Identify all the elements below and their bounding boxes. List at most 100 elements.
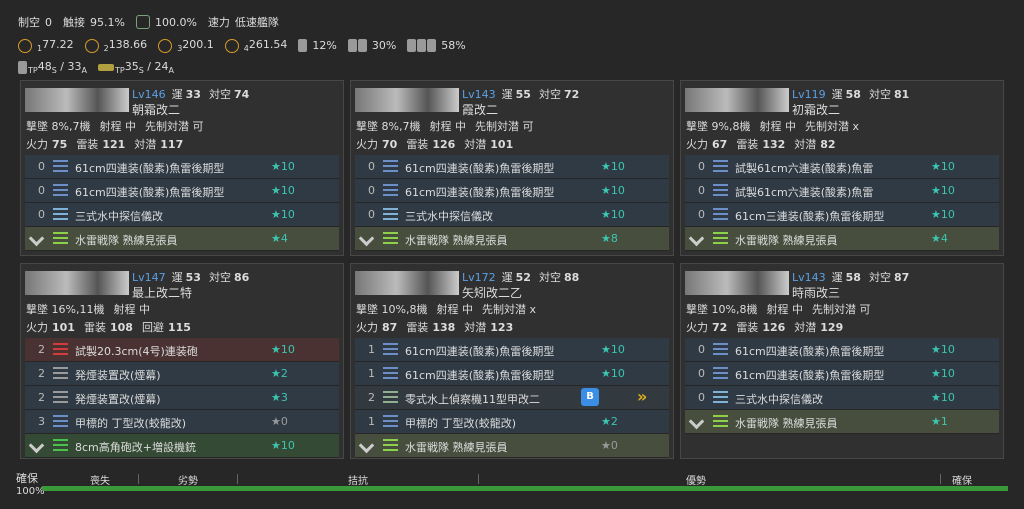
- equip-name: 発煙装置改(煙幕): [75, 369, 161, 382]
- value: 121: [102, 138, 126, 151]
- value: 123: [490, 321, 514, 334]
- sub-label: 1: [37, 44, 43, 53]
- label: 運: [831, 88, 843, 101]
- value: 126: [432, 138, 456, 151]
- label: 火力: [26, 321, 48, 334]
- can-icon: [427, 39, 437, 52]
- label: 対潜: [794, 321, 817, 334]
- improvement: ★10: [931, 343, 955, 356]
- ship-line-1: Lv147 運 53 対空 86: [132, 269, 249, 285]
- value: 81: [893, 88, 910, 101]
- equip-row: 0 61cm四連装(酸素)魚雷後期型 ★10: [685, 338, 999, 362]
- can-icon: [347, 39, 357, 52]
- equip-row: 1 61cm四連装(酸素)魚雷後期型 ★10: [355, 338, 669, 362]
- stat: 撃墜 8%,7機: [26, 120, 91, 133]
- tp: TP35S / 24A: [115, 60, 174, 75]
- label: 雷装: [736, 321, 759, 334]
- ship-name: 初霜改二: [792, 103, 841, 117]
- level: Lv172: [462, 271, 496, 284]
- stat: 撃墜 10%,8機: [686, 303, 758, 316]
- slot-count: 0: [698, 160, 705, 173]
- improvement: ★0: [601, 439, 618, 452]
- equip-icon: [713, 208, 728, 221]
- sub-label: A: [168, 66, 174, 75]
- equip-row: 水雷戦隊 熟練見張員 ★0: [355, 434, 669, 458]
- equip-row: 0 61cm四連装(酸素)魚雷後期型 ★10: [355, 179, 669, 203]
- equip-name: 61cm三連装(酸素)魚雷後期型: [735, 210, 885, 223]
- value: 55: [515, 88, 531, 101]
- equip-icon: [383, 343, 398, 356]
- equip-name: 甲標的 丁型改(蛟龍改): [405, 417, 517, 430]
- equip-row: 2 発煙装置改(煙幕) ★2: [25, 362, 339, 386]
- equip-row: 水雷戦隊 熟練見張員 ★8: [355, 227, 669, 251]
- equip-icon: [53, 391, 68, 404]
- label: 対潜: [464, 138, 487, 151]
- label: 雷装: [406, 321, 429, 334]
- label: 雷装: [83, 321, 106, 334]
- equip-name: 水雷戦隊 熟練見張員: [735, 417, 838, 430]
- improvement: ★10: [271, 160, 295, 173]
- wrench-icon: [28, 230, 45, 247]
- value: 115: [167, 321, 191, 334]
- improvement: ★2: [601, 415, 618, 428]
- sub-label: A: [81, 66, 87, 75]
- equip-row: 8cm高角砲改+増設機銃 ★10: [25, 434, 339, 458]
- equip-name: 発煙装置改(煙幕): [75, 393, 161, 406]
- stat: 先制対潜 可: [811, 303, 871, 316]
- scale-label: 優勢: [686, 476, 706, 487]
- equip-icon: [713, 232, 728, 245]
- scale-label: 劣勢: [178, 476, 198, 487]
- ship-line-2: 撃墜 8%,7機 射程 中先制対潜 可: [356, 118, 542, 134]
- value: 72: [563, 88, 580, 101]
- rate: 30%: [371, 39, 397, 52]
- equip-name: 61cm四連装(酸素)魚雷後期型: [75, 186, 225, 199]
- improvement: ★10: [601, 343, 625, 356]
- label: 回避: [141, 321, 164, 334]
- value: 75: [52, 138, 68, 151]
- equip-row: 0 61cm四連装(酸素)魚雷後期型 ★10: [25, 179, 339, 203]
- improvement: ★2: [271, 367, 288, 380]
- ship-line-3: 火力 67 雷装 132 対潜 82: [686, 136, 845, 152]
- equip-row: 0 61cm四連装(酸素)魚雷後期型 ★10: [355, 155, 669, 179]
- equip-row: 0 61cm四連装(酸素)魚雷後期型 ★10: [685, 362, 999, 386]
- stat: 射程 中: [759, 120, 796, 133]
- ship-line-3: 火力 101 雷装 108 回避 115: [26, 319, 200, 335]
- stat: 撃墜 10%,8機: [356, 303, 428, 316]
- scale-tick: [478, 474, 479, 484]
- improvement: ★10: [601, 208, 625, 221]
- label: 火力: [356, 138, 378, 151]
- air-state: 3200.1: [177, 38, 214, 53]
- header-row-2: 177.22 2138.66 3200.1 4261.54 12% 30% 58%: [18, 38, 472, 53]
- improvement: ★10: [601, 160, 625, 173]
- value: 58: [845, 271, 861, 284]
- improvement: ★4: [271, 232, 288, 245]
- value: 低速艦隊: [234, 16, 279, 29]
- ship-name: 朝霜改二: [132, 103, 181, 117]
- equip-name: 水雷戦隊 熟練見張員: [405, 234, 508, 247]
- ship-line-2: 撃墜 16%,11機 射程 中: [26, 301, 159, 317]
- slot-count: 0: [38, 208, 45, 221]
- tank-icon: [97, 64, 114, 71]
- slot-count: 3: [38, 415, 45, 428]
- recon-icon: [135, 15, 150, 29]
- portrait: [355, 88, 459, 112]
- ship-line-3: 火力 75 雷装 121 対潜 117: [26, 136, 192, 152]
- equip-name: 三式水中探信儀改: [405, 210, 493, 223]
- value: 138.66: [108, 38, 148, 51]
- sub-label: 3: [177, 44, 183, 53]
- stat: 撃墜 16%,11機: [26, 303, 105, 316]
- improvement: ★10: [271, 184, 295, 197]
- ship-line-1: Lv172 運 52 対空 88: [462, 269, 579, 285]
- level: Lv146: [132, 88, 166, 101]
- sub-label: 2: [103, 44, 109, 53]
- slot-count: 0: [38, 160, 45, 173]
- ship-line-1: Lv146 運 33 対空 74: [132, 86, 249, 102]
- improvement: ★3: [271, 391, 288, 404]
- label: 対空: [538, 88, 561, 101]
- improvement: ★8: [601, 232, 618, 245]
- stat: 射程 中: [99, 120, 136, 133]
- portrait: [25, 271, 129, 295]
- tp-label: TP: [28, 66, 38, 75]
- label: 運: [171, 88, 183, 101]
- value: 87: [382, 321, 398, 334]
